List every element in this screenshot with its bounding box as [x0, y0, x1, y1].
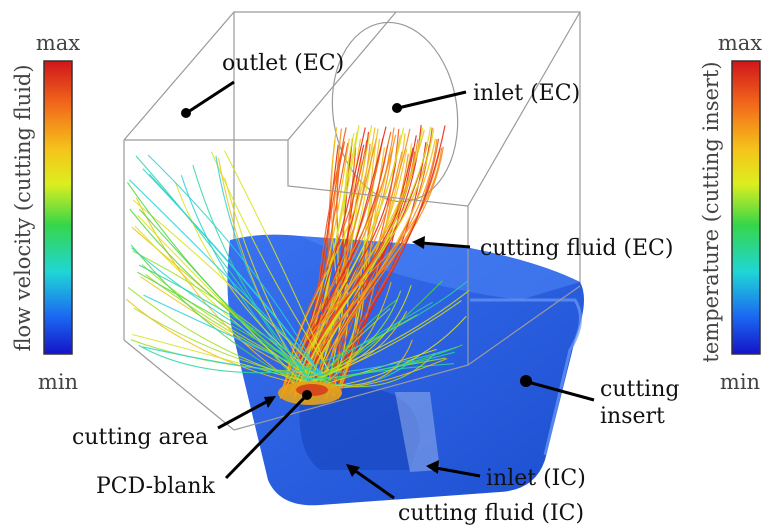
streamline: [324, 339, 413, 387]
right-scale-max: max: [718, 31, 762, 55]
internal-channel: [395, 392, 440, 472]
streamline: [143, 294, 330, 380]
streamline: [125, 298, 321, 390]
arrow-inlet-ic: [426, 460, 439, 474]
streamline: [301, 143, 429, 394]
streamline: [224, 177, 314, 383]
streamline: [135, 155, 304, 386]
streamline: [137, 215, 305, 386]
right-scale-min: min: [720, 370, 760, 394]
label-pcd-blank: PCD-blank: [96, 474, 216, 499]
streamline: [331, 138, 440, 392]
streamline: [324, 125, 373, 395]
streamline: [131, 247, 327, 380]
leader-cutting-fluid-ic: [353, 468, 395, 500]
label-inlet-ic: inlet (IC): [486, 466, 586, 491]
left-scale-label: flow velocity (cutting fluid): [11, 64, 35, 351]
streamline: [317, 147, 357, 396]
fluid-domain-box-front: [123, 11, 581, 431]
streamline: [127, 286, 327, 388]
streamline: [294, 138, 438, 399]
left-color-scale: max min flow velocity (cutting fluid): [11, 31, 80, 394]
leader-cutting-area: [217, 400, 267, 430]
streamline: [210, 151, 330, 371]
leader-outlet-ec: [187, 80, 235, 114]
arrow-cutting-area: [264, 396, 276, 408]
streamline: [327, 344, 463, 382]
annotation-labels: outlet (EC) inlet (EC) cutting fluid (EC…: [72, 51, 679, 526]
label-cutting-area: cutting area: [72, 425, 208, 450]
label-cutting-insert-line2: insert: [600, 404, 665, 429]
label-outlet-ec: outlet (EC): [222, 51, 344, 76]
leader-dot-outlet-ec: [181, 108, 191, 118]
left-scale-max: max: [36, 31, 80, 55]
streamline: [302, 351, 455, 380]
streamline: [304, 289, 470, 381]
label-inlet-ec: inlet (EC): [473, 81, 580, 106]
cutting-fluid-streamlines: [125, 124, 470, 400]
right-scale-label: temperature (cutting insert): [699, 61, 723, 362]
streamline: [298, 146, 444, 391]
streamline: [310, 280, 443, 383]
label-cutting-fluid-ec: cutting fluid (EC): [480, 236, 673, 261]
leader-pcd-blank: [224, 396, 306, 480]
streamline: [126, 181, 308, 375]
leader-dot-inlet-ec: [392, 103, 402, 113]
streamline: [321, 148, 441, 393]
streamline: [148, 173, 327, 380]
right-color-bar: [731, 60, 761, 355]
streamline: [128, 179, 322, 373]
leader-dot-cutting-insert: [520, 375, 532, 387]
streamline: [138, 264, 321, 375]
streamline: [129, 208, 310, 374]
streamline: [320, 285, 412, 378]
streamline: [310, 346, 457, 375]
insert-pocket: [299, 386, 420, 470]
streamline: [299, 128, 435, 392]
leader-cutting-insert: [527, 380, 595, 402]
streamline: [138, 344, 304, 374]
label-cutting-fluid-ic: cutting fluid (IC): [398, 501, 584, 526]
streamline: [132, 333, 308, 383]
right-color-scale: max min temperature (cutting insert): [699, 31, 762, 394]
leader-cutting-fluid-ec: [421, 241, 471, 249]
arrow-cutting-fluid-ec: [412, 236, 425, 249]
label-cutting-insert-line1: cutting: [600, 377, 679, 402]
arrow-cutting-fluid-ic: [346, 464, 360, 477]
streamline: [300, 280, 469, 372]
leader-inlet-ec: [397, 90, 467, 110]
leader-dot-pcd-blank: [302, 390, 312, 400]
streamline: [224, 150, 329, 371]
leader-lines: [181, 80, 595, 500]
leader-inlet-ic: [435, 466, 481, 478]
streamline: [315, 290, 402, 382]
left-color-bar: [43, 60, 73, 355]
left-scale-min: min: [38, 370, 78, 394]
streamline: [132, 199, 319, 371]
streamline: [215, 155, 316, 391]
insert-edge-highlight: [470, 298, 582, 456]
